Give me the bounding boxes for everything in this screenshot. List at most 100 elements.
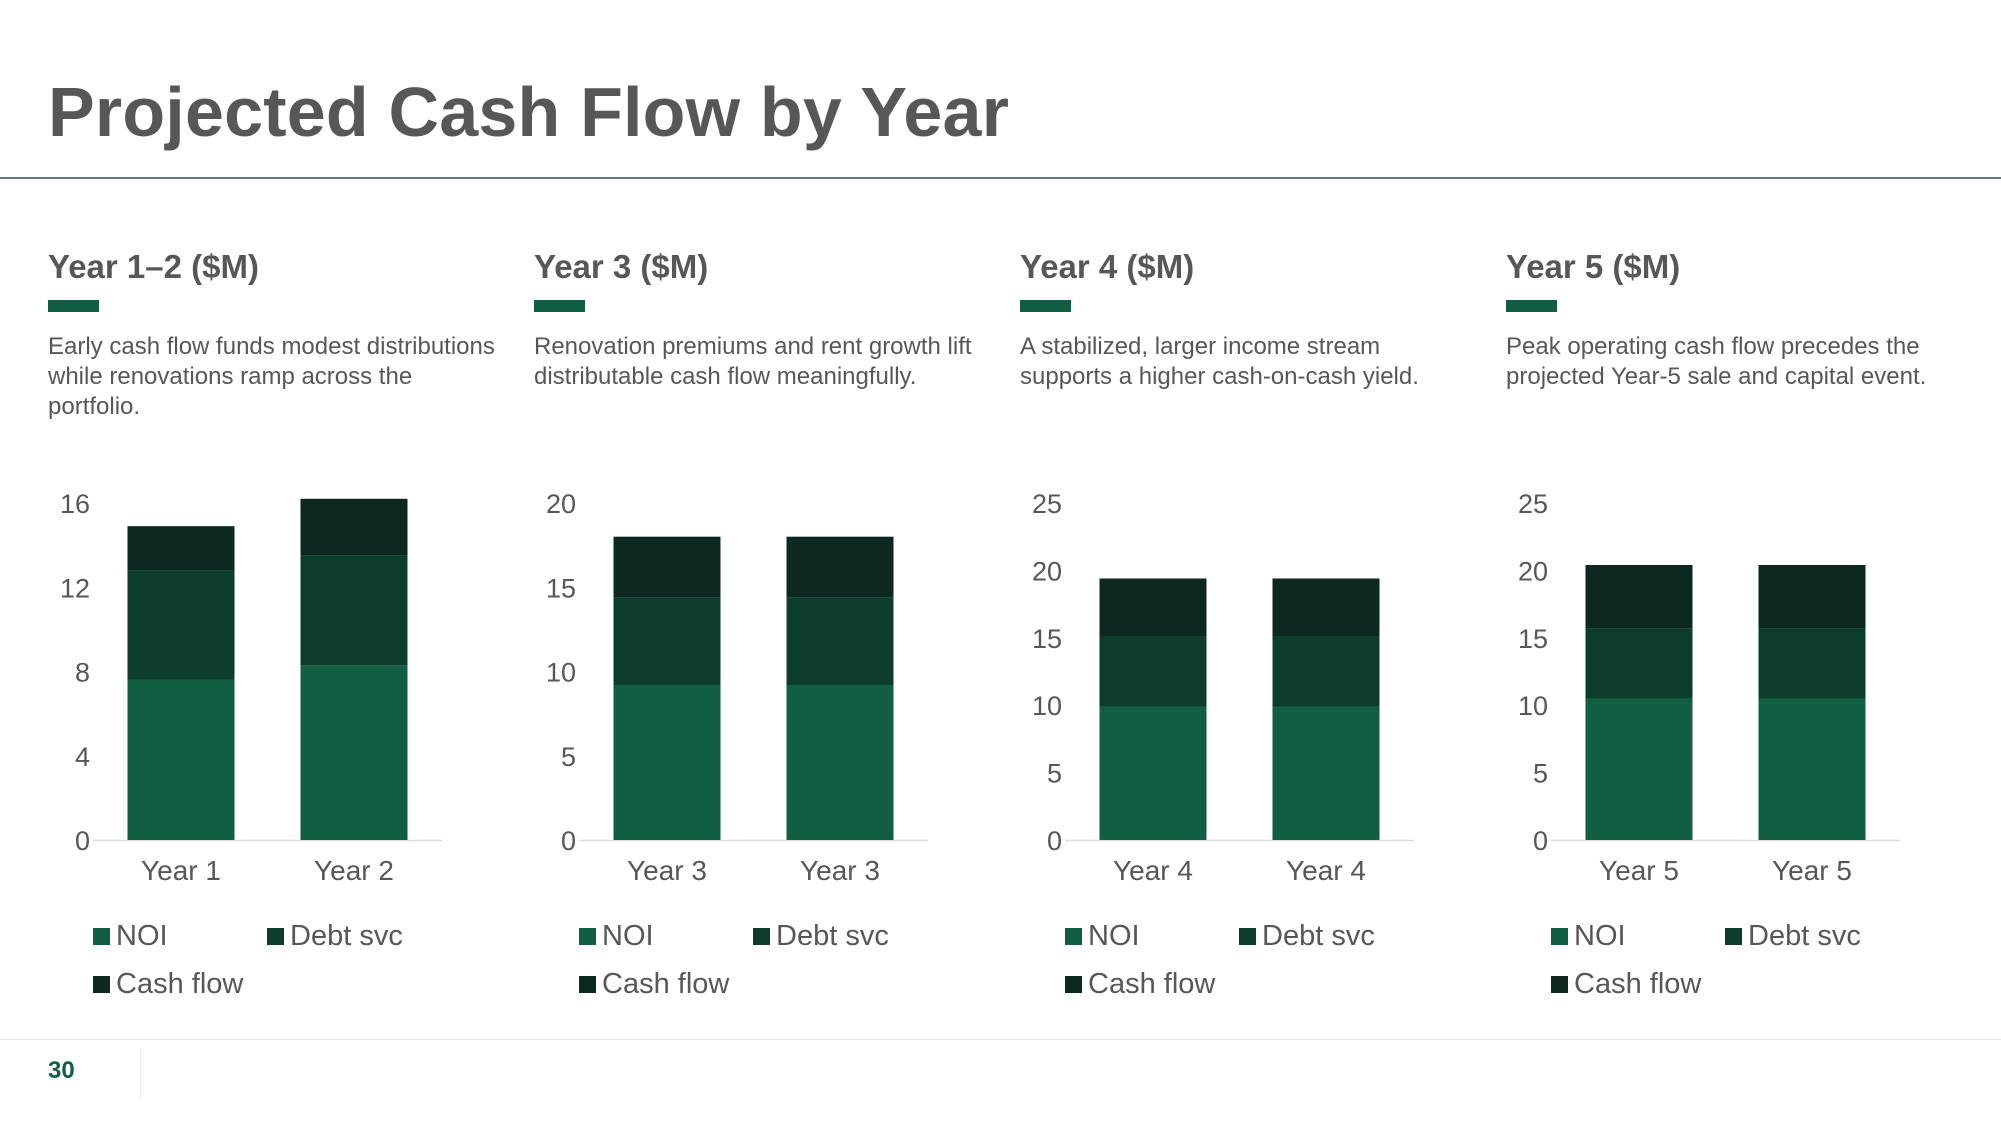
- bar-segment-debt-svc: [127, 570, 235, 680]
- panel-year-4: Year 4 ($M) A stabilized, larger income …: [1020, 240, 1470, 1020]
- legend-swatch: [753, 928, 770, 945]
- legend-swatch: [1551, 976, 1568, 993]
- legend-swatch: [267, 928, 284, 945]
- legend-label: NOI: [602, 920, 654, 952]
- heading-accent-bar: [48, 300, 99, 312]
- stacked-bar-chart: 0 5 10 15 20 25 Year 4 Year 4: [1032, 489, 1414, 886]
- bar-segment-debt-svc: [1099, 636, 1207, 707]
- bar-segment-cash-flow: [1099, 578, 1207, 637]
- legend-item-noi: NOI: [93, 920, 168, 953]
- title-divider: [0, 177, 2001, 179]
- bar-segment-noi: [613, 684, 721, 840]
- legend-item-debt-svc: Debt svc: [753, 920, 889, 953]
- stacked-bar-chart: 0 4 8 12 16 Year 1 Year 2: [60, 489, 442, 886]
- x-tick-label: Year 3: [627, 855, 707, 886]
- legend-item-noi: NOI: [1551, 920, 1626, 953]
- page-title: Projected Cash Flow by Year: [48, 73, 1010, 151]
- y-tick-label: 15: [546, 573, 576, 603]
- panel-description: Early cash flow funds modest distributio…: [48, 333, 495, 420]
- y-tick-label: 16: [60, 489, 90, 519]
- y-tick-label: 15: [1518, 624, 1548, 654]
- bar-segment-debt-svc: [300, 555, 408, 666]
- legend-swatch: [579, 976, 596, 993]
- legend-item-noi: NOI: [1065, 920, 1140, 953]
- bar-segment-cash-flow: [1585, 565, 1693, 629]
- y-tick-label: 25: [1518, 489, 1548, 519]
- legend-label: Cash flow: [116, 968, 244, 1000]
- bar-segment-debt-svc: [786, 597, 894, 685]
- y-tick-label: 5: [561, 742, 576, 772]
- panel-description: Peak operating cash flow precedes the pr…: [1506, 333, 1927, 390]
- panel-year-1-2: Year 1–2 ($M) Early cash flow funds mode…: [48, 240, 498, 1020]
- panel-heading: Year 4 ($M): [1020, 248, 1195, 285]
- x-tick-label: Year 4: [1286, 855, 1366, 886]
- legend-swatch: [1725, 928, 1742, 945]
- bar-segment-noi: [1099, 706, 1207, 840]
- legend-label: Cash flow: [1088, 968, 1216, 1000]
- page-number: 30: [48, 1057, 75, 1084]
- legend-item-cash-flow: Cash flow: [579, 968, 729, 1001]
- bar-segment-debt-svc: [1272, 636, 1380, 707]
- panel-heading: Year 3 ($M): [534, 248, 709, 285]
- legend-label: Debt svc: [1262, 920, 1375, 952]
- x-tick-label: Year 3: [800, 855, 880, 886]
- legend-label: Debt svc: [1748, 920, 1861, 952]
- bar-segment-cash-flow: [127, 526, 235, 571]
- legend-item-cash-flow: Cash flow: [1551, 968, 1701, 1001]
- panel-heading: Year 5 ($M): [1506, 248, 1681, 285]
- x-tick-label: Year 2: [314, 855, 394, 886]
- legend-swatch: [1065, 928, 1082, 945]
- stacked-bar-chart: 0 5 10 15 20 25 Year 5 Year 5: [1518, 489, 1900, 886]
- heading-accent-bar: [1506, 300, 1557, 312]
- legend-label: NOI: [1574, 920, 1626, 952]
- stacked-bar-chart: 0 5 10 15 20 Year 3 Year 3: [546, 489, 928, 886]
- bar-segment-cash-flow: [1758, 565, 1866, 629]
- bar-segment-noi: [127, 679, 235, 840]
- panel-heading: Year 1–2 ($M): [48, 248, 259, 285]
- y-tick-label: 20: [1518, 556, 1548, 586]
- y-tick-label: 0: [1533, 826, 1548, 856]
- legend-swatch: [93, 976, 110, 993]
- legend-label: NOI: [116, 920, 168, 952]
- bar-segment-noi: [1758, 698, 1866, 840]
- legend-item-debt-svc: Debt svc: [267, 920, 403, 953]
- bar-segment-debt-svc: [613, 597, 721, 685]
- panel-year-3: Year 3 ($M) Renovation premiums and rent…: [534, 240, 984, 1020]
- legend-label: Debt svc: [290, 920, 403, 952]
- y-tick-label: 20: [546, 489, 576, 519]
- legend-label: Debt svc: [776, 920, 889, 952]
- panel-year-5: Year 5 ($M) Peak operating cash flow pre…: [1506, 240, 1956, 1020]
- panel-description: A stabilized, larger income stream suppo…: [1020, 333, 1419, 390]
- legend-label: NOI: [1088, 920, 1140, 952]
- legend-swatch: [1065, 976, 1082, 993]
- y-tick-label: 0: [1047, 826, 1062, 856]
- bar-segment-cash-flow: [786, 536, 894, 598]
- y-tick-label: 4: [75, 742, 90, 772]
- panel-description: Renovation premiums and rent growth lift…: [534, 333, 972, 390]
- y-tick-label: 10: [1518, 691, 1548, 721]
- x-tick-label: Year 1: [141, 855, 221, 886]
- y-tick-label: 15: [1032, 624, 1062, 654]
- bar-segment-noi: [1272, 706, 1380, 840]
- legend-item-debt-svc: Debt svc: [1725, 920, 1861, 953]
- legend-swatch: [579, 928, 596, 945]
- footer-separator: [140, 1048, 141, 1100]
- x-tick-label: Year 5: [1772, 855, 1852, 886]
- legend-swatch: [93, 928, 110, 945]
- legend-item-cash-flow: Cash flow: [93, 968, 243, 1001]
- bar-segment-noi: [300, 665, 408, 840]
- bar-segment-debt-svc: [1758, 628, 1866, 699]
- footer-divider: [0, 1039, 2001, 1040]
- bar-segment-debt-svc: [1585, 628, 1693, 699]
- legend-label: Cash flow: [602, 968, 730, 1000]
- y-tick-label: 10: [1032, 691, 1062, 721]
- y-tick-label: 0: [75, 826, 90, 856]
- legend-item-debt-svc: Debt svc: [1239, 920, 1375, 953]
- y-tick-label: 12: [60, 573, 90, 603]
- y-tick-label: 8: [75, 658, 90, 688]
- legend-item-noi: NOI: [579, 920, 654, 953]
- legend-item-cash-flow: Cash flow: [1065, 968, 1215, 1001]
- y-tick-label: 20: [1032, 556, 1062, 586]
- heading-accent-bar: [534, 300, 585, 312]
- legend-swatch: [1551, 928, 1568, 945]
